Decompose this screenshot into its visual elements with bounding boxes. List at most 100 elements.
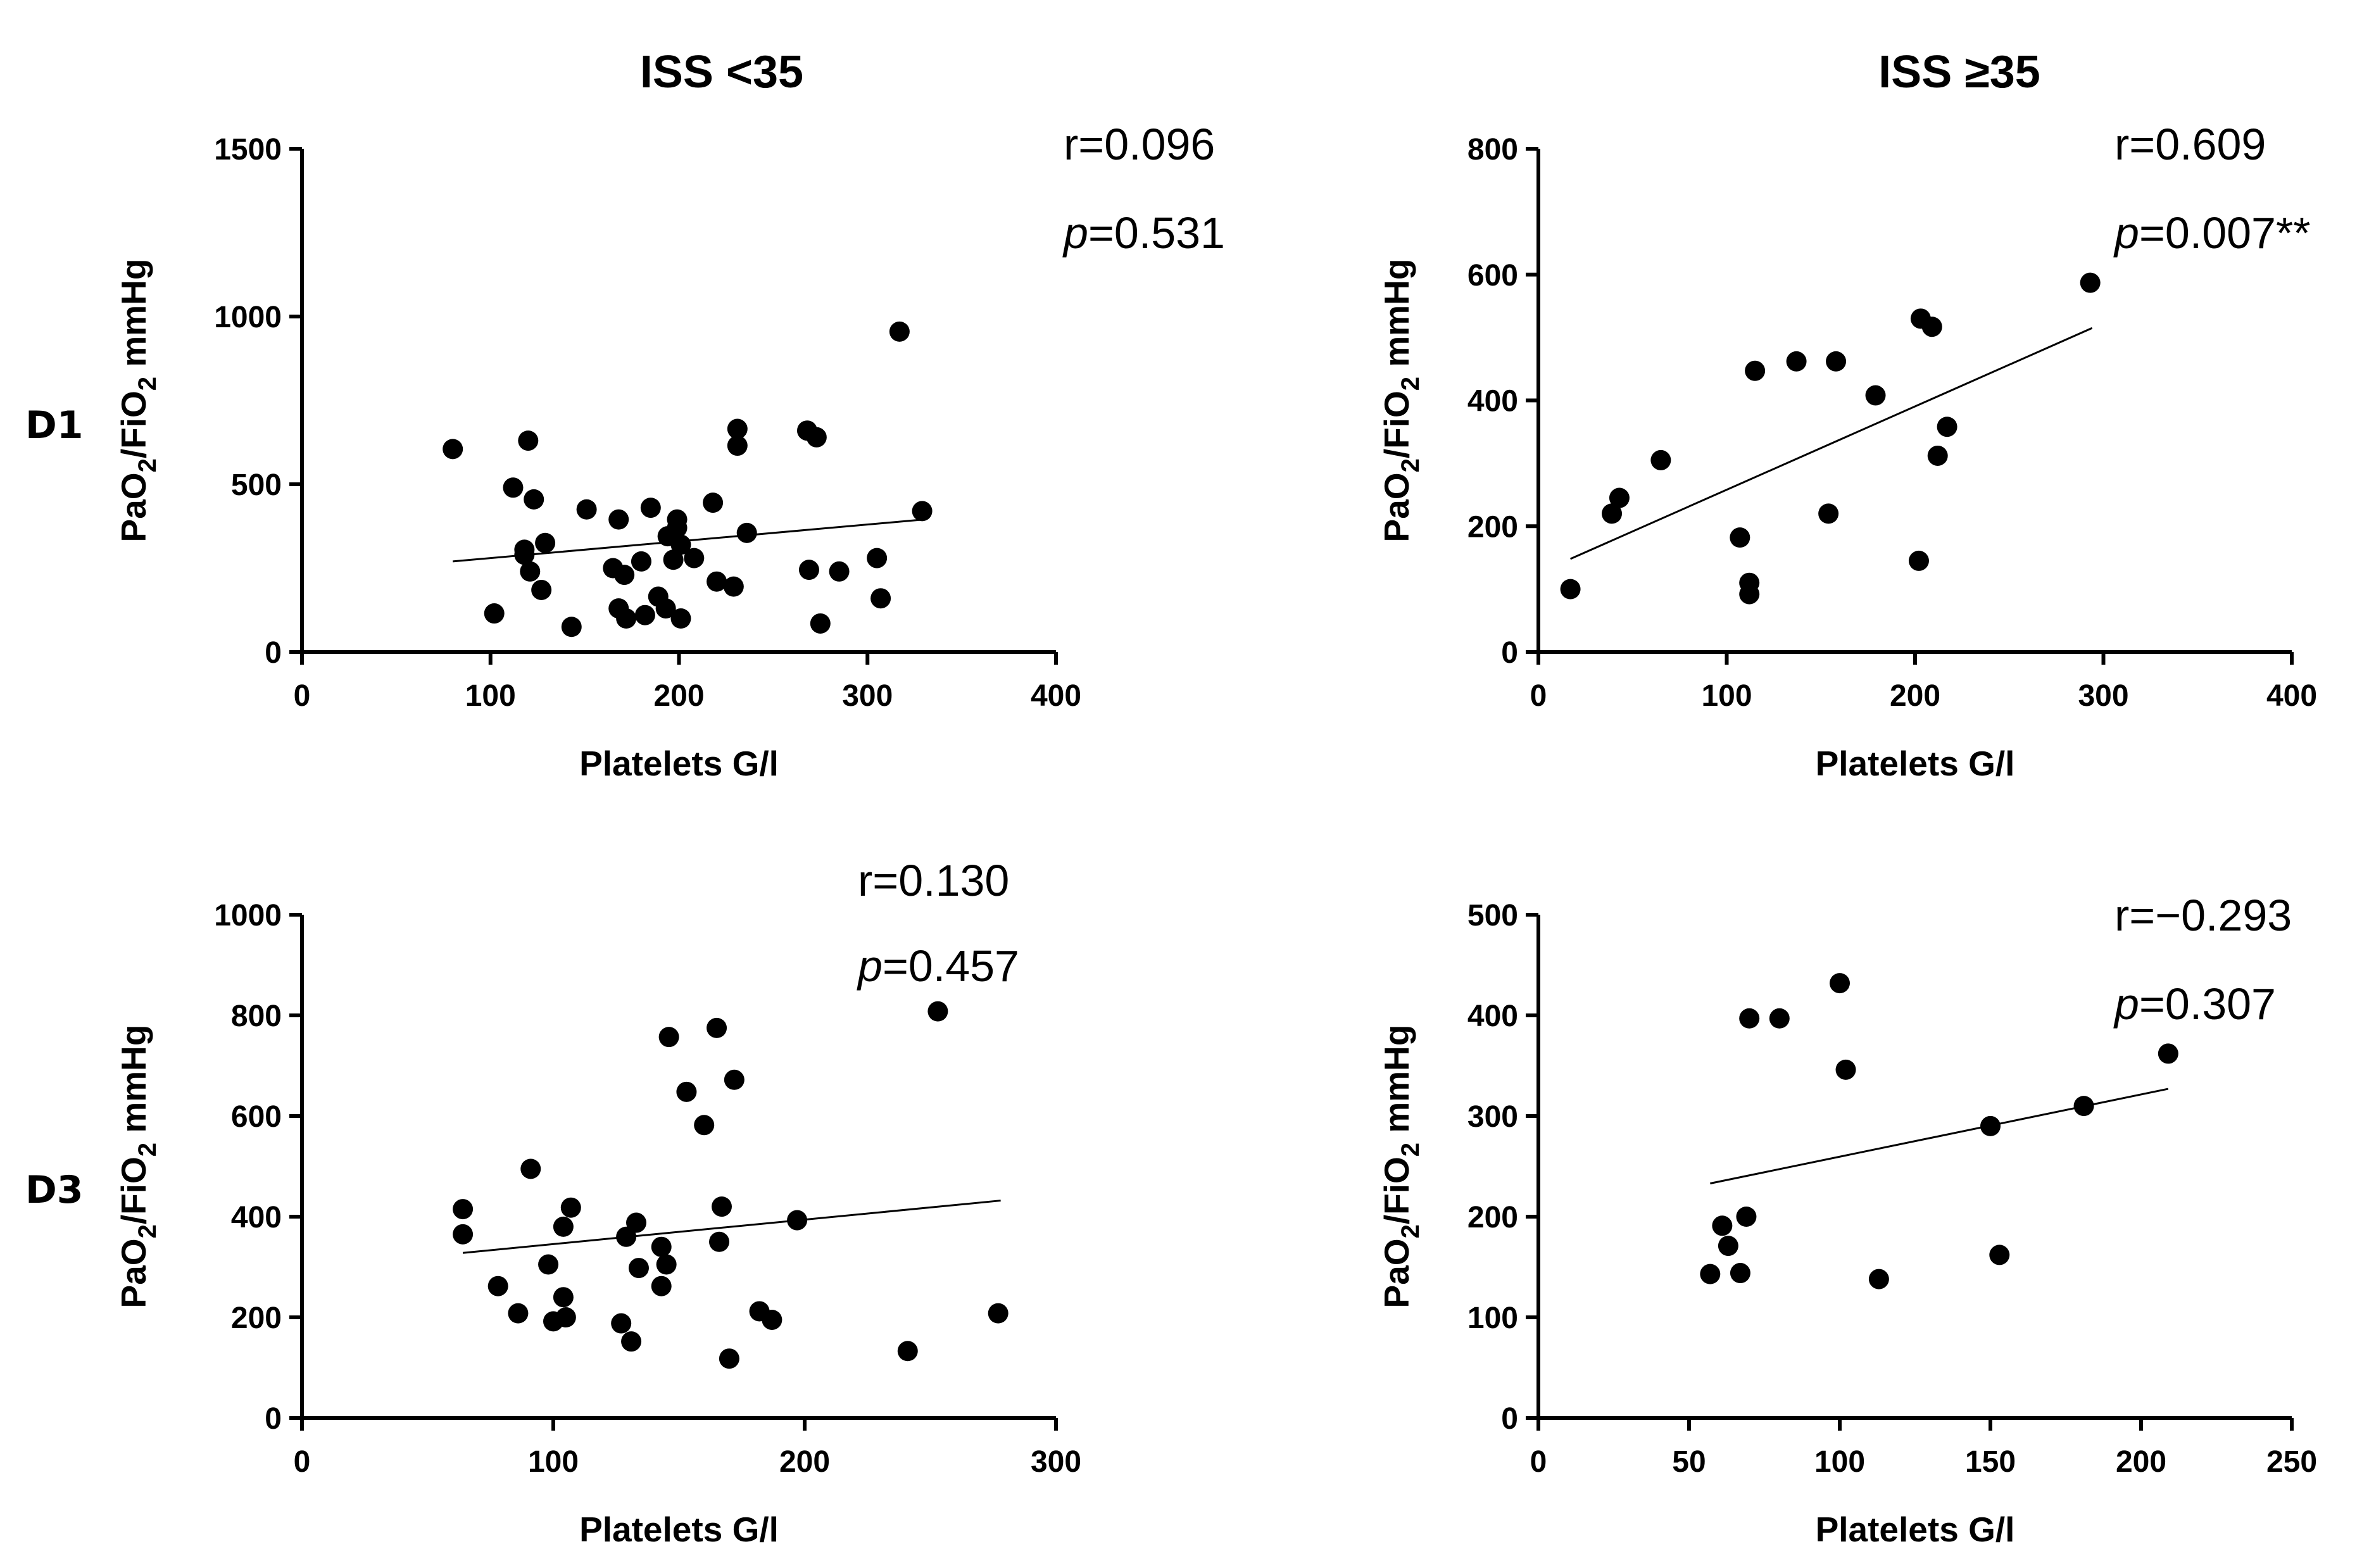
data-point xyxy=(1927,445,1948,466)
data-point xyxy=(694,1115,715,1136)
data-point xyxy=(1818,503,1839,524)
data-point xyxy=(787,1210,808,1231)
data-point xyxy=(806,427,827,448)
data-point xyxy=(663,549,684,570)
y-axis-title-part: mmHg xyxy=(114,1025,153,1143)
data-point xyxy=(560,1197,581,1218)
data-point xyxy=(656,1254,677,1275)
data-point xyxy=(1739,584,1760,605)
y-axis-title-subscript: 2 xyxy=(1397,1143,1424,1157)
data-point xyxy=(634,605,655,625)
y-tick-label: 600 xyxy=(231,1100,282,1134)
data-point xyxy=(1730,1263,1750,1284)
regression-line xyxy=(1710,1088,2169,1184)
y-axis-title-part: mmHg xyxy=(1377,1025,1416,1143)
data-point xyxy=(1730,527,1750,548)
y-axis-title-subscript: 2 xyxy=(134,1224,161,1238)
data-point xyxy=(727,418,748,439)
p-value-number: =0.531 xyxy=(1088,208,1225,258)
x-tick-label: 50 xyxy=(1672,1445,1706,1479)
data-point xyxy=(628,1258,649,1279)
data-point xyxy=(1609,487,1630,508)
data-point xyxy=(1745,360,1766,381)
data-point xyxy=(723,576,744,597)
data-point xyxy=(1830,973,1850,994)
x-tick-label: 150 xyxy=(1965,1445,2016,1479)
x-tick-label: 400 xyxy=(2266,679,2317,713)
y-tick-label: 400 xyxy=(1467,1000,1518,1033)
y-tick-label: 1000 xyxy=(214,301,282,334)
data-point xyxy=(520,1158,541,1179)
data-point xyxy=(453,1224,474,1245)
data-point xyxy=(867,548,888,568)
data-point xyxy=(616,608,637,629)
p-value-number: =0.007** xyxy=(2139,208,2311,258)
y-tick-label: 1500 xyxy=(214,133,282,166)
data-point xyxy=(631,551,651,572)
data-point xyxy=(889,321,910,342)
scatter-panel-4: 0 100 200 300 400 500 0 50 100 150 200 250 Platelets… xyxy=(1377,891,2317,1549)
data-point xyxy=(576,499,597,520)
data-point xyxy=(484,603,505,624)
data-point xyxy=(736,522,757,543)
y-axis-title-subscript: 2 xyxy=(134,458,161,472)
y-axis-title: PaO2/FiO2 mmHg xyxy=(114,259,161,543)
row-label-d1: D1 xyxy=(25,403,84,448)
data-point xyxy=(608,509,629,530)
y-tick-label: 0 xyxy=(1501,1402,1518,1436)
data-point xyxy=(1712,1215,1733,1236)
y-tick-label: 100 xyxy=(1467,1301,1518,1335)
y-tick-label: 0 xyxy=(265,636,282,670)
scatter-panel-2: 0 200 400 600 800 0 100 200 300 400 Platelets G/l P… xyxy=(1377,120,2317,783)
data-point xyxy=(1921,317,1942,337)
data-point xyxy=(508,1303,529,1324)
y-axis-title-part: /FiO xyxy=(1377,391,1416,458)
y-tick-label: 500 xyxy=(231,468,282,502)
data-point xyxy=(651,1276,672,1296)
data-point xyxy=(1937,417,1957,437)
data-point xyxy=(1739,1008,1760,1029)
data-point xyxy=(829,561,850,582)
data-point xyxy=(711,1196,732,1217)
data-point xyxy=(1650,449,1671,470)
p-value-number: =0.457 xyxy=(883,941,1019,991)
data-point xyxy=(614,565,635,586)
x-tick-label: 0 xyxy=(1530,1445,1547,1479)
x-tick-label: 300 xyxy=(842,679,893,713)
data-point xyxy=(555,1307,576,1327)
data-point xyxy=(2080,272,2101,293)
y-tick-label: 800 xyxy=(231,1000,282,1033)
data-point xyxy=(514,544,535,565)
data-point xyxy=(621,1331,642,1352)
data-point xyxy=(762,1309,782,1330)
y-tick-label: 200 xyxy=(1467,510,1518,544)
y-tick-label: 600 xyxy=(1467,259,1518,292)
data-point xyxy=(538,1254,559,1275)
data-point xyxy=(553,1216,574,1237)
y-tick-label: 0 xyxy=(1501,636,1518,670)
data-point xyxy=(1868,1269,1889,1289)
x-tick-label: 250 xyxy=(2266,1445,2317,1479)
data-point xyxy=(553,1287,574,1308)
data-point xyxy=(651,1236,672,1257)
correlation-r: r=−0.293 xyxy=(2115,891,2292,940)
x-tick-label: 400 xyxy=(1031,679,1081,713)
y-axis-title-part: /FiO xyxy=(114,391,153,458)
y-tick-label: 200 xyxy=(231,1301,282,1335)
y-axis-title-subscript: 2 xyxy=(134,377,161,391)
data-point xyxy=(707,1017,727,1038)
data-point xyxy=(927,1001,948,1022)
y-axis-title: PaO2/FiO2 mmHg xyxy=(114,1025,161,1308)
y-axis-title-subscript: 2 xyxy=(1397,377,1424,391)
p-value: p=0.007** xyxy=(2113,208,2310,258)
p-value-symbol: p xyxy=(2113,208,2139,258)
x-axis-title: Platelets G/l xyxy=(579,1510,779,1549)
correlation-r: r=0.609 xyxy=(2115,120,2266,169)
data-point xyxy=(1769,1008,1790,1029)
y-tick-label: 1000 xyxy=(214,899,282,932)
data-point xyxy=(727,436,748,456)
scatter-panel-1: 0 500 1000 1500 0 100 200 300 400 Platelets G/l Pa… xyxy=(114,120,1225,783)
data-point xyxy=(897,1341,918,1362)
regression-line xyxy=(462,1200,1001,1254)
